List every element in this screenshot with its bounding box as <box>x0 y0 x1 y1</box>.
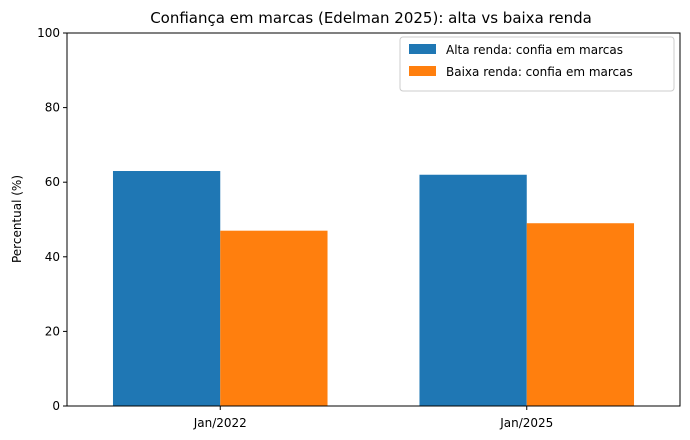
legend-box <box>399 36 675 92</box>
x-tick-label: Jan/2022 <box>193 416 247 430</box>
bar-series-2-cat-1 <box>220 230 328 406</box>
axes-frame <box>66 32 681 407</box>
chart-title: Confiança em marcas (Edelman 2025): alta… <box>150 9 592 27</box>
bar-series-1-cat-1 <box>112 171 221 406</box>
y-axis-label: Percentual (%) <box>10 175 24 263</box>
y-tick-label: 80 <box>45 101 60 115</box>
legend-label-2: Baixa renda: confia em marcas <box>446 65 633 79</box>
y-tick-label: 0 <box>52 399 60 413</box>
y-tick-label: 40 <box>45 250 60 264</box>
legend-swatch-1 <box>409 44 436 54</box>
y-tick-label: 100 <box>37 26 60 40</box>
legend-swatch-2 <box>409 66 436 76</box>
plot-area: 0 20 40 60 80 100 <box>37 26 681 413</box>
legend-label-1: Alta renda: confia em marcas <box>446 43 623 57</box>
bar-series-2-cat-2 <box>526 223 635 406</box>
y-tick-label: 60 <box>45 175 60 189</box>
bar-series-1-cat-2 <box>419 174 527 406</box>
y-tick-label: 20 <box>45 324 60 338</box>
legend: Alta renda: confia em marcas Baixa renda:… <box>399 36 675 92</box>
x-tick-label: Jan/2025 <box>499 416 553 430</box>
